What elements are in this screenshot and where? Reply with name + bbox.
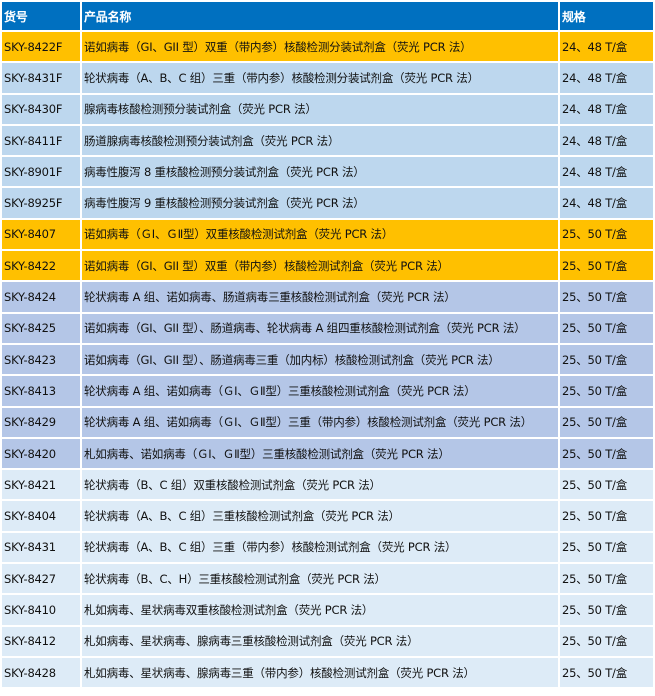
cell-spec: 24、48 T/盒 xyxy=(560,32,653,62)
cell-code: SKY-8901F xyxy=(2,157,80,187)
table-row: SKY-8901F 病毒性腹泻 8 重核酸检测预分装试剂盒（荧光 PCR 法） 24… xyxy=(2,157,653,187)
cell-spec: 24、48 T/盒 xyxy=(560,157,653,187)
cell-code: SKY-8427 xyxy=(2,564,80,594)
cell-code: SKY-8407 xyxy=(2,219,80,250)
cell-spec: 25、50 T/盒 xyxy=(560,376,653,406)
cell-name: 肠道腺病毒核酸检测预分装试剂盒（荧光 PCR 法） xyxy=(82,125,558,156)
table-row: SKY-8428 札如病毒、星状病毒、腺病毒三重（带内参）核酸检测试剂盒（荧光 P… xyxy=(2,657,653,688)
cell-code: SKY-8423 xyxy=(2,344,80,375)
cell-spec: 25、50 T/盒 xyxy=(560,470,653,500)
table-row: SKY-8431 轮状病毒（A、B、C 组）三重（带内参）核酸检测试剂盒（荧光 P… xyxy=(2,532,653,563)
cell-name: 病毒性腹泻 9 重核酸检测预分装试剂盒（荧光 PCR 法） xyxy=(82,188,558,218)
cell-name: 诺如病毒（GI、GII 型）、肠道病毒三重（加内标）核酸检测试剂盒（荧光 PCR… xyxy=(82,344,558,375)
cell-code: SKY-8430F xyxy=(2,94,80,124)
cell-spec: 25、50 T/盒 xyxy=(560,595,653,625)
table-row: SKY-8422 诺如病毒（GI、GII 型）双重（带内参）核酸检测试剂盒（荧光 … xyxy=(2,251,653,281)
cell-spec: 24、48 T/盒 xyxy=(560,63,653,93)
cell-name: 轮状病毒（A、B、C 组）三重（带内参）核酸检测试剂盒（荧光 PCR 法） xyxy=(82,532,558,563)
cell-name: 轮状病毒（B、C 组）双重核酸检测试剂盒（荧光 PCR 法） xyxy=(82,470,558,500)
cell-name: 札如病毒、诺如病毒（ＧⅠ、ＧⅡ型）三重核酸检测试剂盒（荧光 PCR 法） xyxy=(82,438,558,469)
cell-code: SKY-8412 xyxy=(2,626,80,656)
table-row: SKY-8410 札如病毒、星状病毒双重核酸检测试剂盒（荧光 PCR 法） 25、5… xyxy=(2,595,653,625)
cell-name: 轮状病毒（A、B、C 组）三重核酸检测试剂盒（荧光 PCR 法） xyxy=(82,501,558,531)
cell-spec: 25、50 T/盒 xyxy=(560,282,653,312)
cell-name: 札如病毒、星状病毒、腺病毒三重（带内参）核酸检测试剂盒（荧光 PCR 法） xyxy=(82,657,558,688)
table-row: SKY-8424 轮状病毒 A 组、诺如病毒、肠道病毒三重核酸检测试剂盒（荧光 P… xyxy=(2,282,653,312)
table-row: SKY-8411F 肠道腺病毒核酸检测预分装试剂盒（荧光 PCR 法） 24、48 … xyxy=(2,125,653,156)
table-row: SKY-8430F 腺病毒核酸检测预分装试剂盒（荧光 PCR 法） 24、48 T/… xyxy=(2,94,653,124)
cell-name: 病毒性腹泻 8 重核酸检测预分装试剂盒（荧光 PCR 法） xyxy=(82,157,558,187)
cell-spec: 25、50 T/盒 xyxy=(560,564,653,594)
header-spec: 规格 xyxy=(560,2,653,30)
cell-code: SKY-8429 xyxy=(2,407,80,437)
cell-spec: 25、50 T/盒 xyxy=(560,344,653,375)
cell-code: SKY-8410 xyxy=(2,595,80,625)
cell-spec: 25、50 T/盒 xyxy=(560,501,653,531)
cell-spec: 25、50 T/盒 xyxy=(560,251,653,281)
cell-spec: 24、48 T/盒 xyxy=(560,188,653,218)
cell-spec: 24、48 T/盒 xyxy=(560,94,653,124)
cell-code: SKY-8422F xyxy=(2,32,80,62)
cell-spec: 25、50 T/盒 xyxy=(560,438,653,469)
cell-code: SKY-8413 xyxy=(2,376,80,406)
table-row: SKY-8420 札如病毒、诺如病毒（ＧⅠ、ＧⅡ型）三重核酸检测试剂盒（荧光 PC… xyxy=(2,438,653,469)
cell-code: SKY-8404 xyxy=(2,501,80,531)
cell-name: 轮状病毒 A 组、诺如病毒、肠道病毒三重核酸检测试剂盒（荧光 PCR 法） xyxy=(82,282,558,312)
table-row: SKY-8404 轮状病毒（A、B、C 组）三重核酸检测试剂盒（荧光 PCR 法）… xyxy=(2,501,653,531)
cell-name: 诺如病毒（ＧⅠ、ＧⅡ型）双重核酸检测试剂盒（荧光 PCR 法） xyxy=(82,219,558,250)
cell-code: SKY-8425 xyxy=(2,313,80,343)
header-name: 产品名称 xyxy=(82,2,558,30)
table-row: SKY-8429 轮状病毒 A 组、诺如病毒（ＧⅠ、ＧⅡ型）三重（带内参）核酸检测… xyxy=(2,407,653,437)
table-row: SKY-8423 诺如病毒（GI、GII 型）、肠道病毒三重（加内标）核酸检测试剂… xyxy=(2,344,653,375)
cell-name: 诺如病毒（GI、GII 型）双重（带内参）核酸检测分装试剂盒（荧光 PCR 法） xyxy=(82,32,558,62)
cell-name: 诺如病毒（GI、GII 型）、肠道病毒、轮状病毒 A 组四重核酸检测试剂盒（荧光… xyxy=(82,313,558,343)
cell-spec: 24、48 T/盒 xyxy=(560,125,653,156)
table-body: SKY-8422F 诺如病毒（GI、GII 型）双重（带内参）核酸检测分装试剂盒（… xyxy=(2,32,653,688)
cell-code: SKY-8420 xyxy=(2,438,80,469)
cell-name: 腺病毒核酸检测预分装试剂盒（荧光 PCR 法） xyxy=(82,94,558,124)
cell-name: 札如病毒、星状病毒双重核酸检测试剂盒（荧光 PCR 法） xyxy=(82,595,558,625)
table-row: SKY-8413 轮状病毒 A 组、诺如病毒（ＧⅠ、ＧⅡ型）三重核酸检测试剂盒（荧… xyxy=(2,376,653,406)
table-row: SKY-8425 诺如病毒（GI、GII 型）、肠道病毒、轮状病毒 A 组四重核酸… xyxy=(2,313,653,343)
cell-code: SKY-8431F xyxy=(2,63,80,93)
cell-name: 轮状病毒（B、C、H）三重核酸检测试剂盒（荧光 PCR 法） xyxy=(82,564,558,594)
cell-spec: 25、50 T/盒 xyxy=(560,407,653,437)
cell-code: SKY-8428 xyxy=(2,657,80,688)
cell-name: 轮状病毒 A 组、诺如病毒（ＧⅠ、ＧⅡ型）三重（带内参）核酸检测试剂盒（荧光 P… xyxy=(82,407,558,437)
cell-spec: 25、50 T/盒 xyxy=(560,532,653,563)
cell-name: 札如病毒、星状病毒、腺病毒三重核酸检测试剂盒（荧光 PCR 法） xyxy=(82,626,558,656)
cell-code: SKY-8925F xyxy=(2,188,80,218)
cell-spec: 25、50 T/盒 xyxy=(560,626,653,656)
table-row: SKY-8431F 轮状病毒（A、B、C 组）三重（带内参）核酸检测分装试剂盒（荧… xyxy=(2,63,653,93)
cell-code: SKY-8421 xyxy=(2,470,80,500)
cell-name: 诺如病毒（GI、GII 型）双重（带内参）核酸检测试剂盒（荧光 PCR 法） xyxy=(82,251,558,281)
cell-name: 轮状病毒（A、B、C 组）三重（带内参）核酸检测分装试剂盒（荧光 PCR 法） xyxy=(82,63,558,93)
table-row: SKY-8925F 病毒性腹泻 9 重核酸检测预分装试剂盒（荧光 PCR 法） 24… xyxy=(2,188,653,218)
cell-code: SKY-8431 xyxy=(2,532,80,563)
cell-code: SKY-8424 xyxy=(2,282,80,312)
table-row: SKY-8427 轮状病毒（B、C、H）三重核酸检测试剂盒（荧光 PCR 法） 25… xyxy=(2,564,653,594)
cell-spec: 25、50 T/盒 xyxy=(560,313,653,343)
header-code: 货号 xyxy=(2,2,80,30)
cell-spec: 25、50 T/盒 xyxy=(560,219,653,250)
cell-code: SKY-8422 xyxy=(2,251,80,281)
cell-spec: 25、50 T/盒 xyxy=(560,657,653,688)
table-row: SKY-8412 札如病毒、星状病毒、腺病毒三重核酸检测试剂盒（荧光 PCR 法）… xyxy=(2,626,653,656)
cell-code: SKY-8411F xyxy=(2,125,80,156)
table-row: SKY-8407 诺如病毒（ＧⅠ、ＧⅡ型）双重核酸检测试剂盒（荧光 PCR 法） 2… xyxy=(2,219,653,250)
table-row: SKY-8421 轮状病毒（B、C 组）双重核酸检测试剂盒（荧光 PCR 法） 25… xyxy=(2,470,653,500)
header-row: 货号 产品名称 规格 xyxy=(2,2,653,30)
table-row: SKY-8422F 诺如病毒（GI、GII 型）双重（带内参）核酸检测分装试剂盒（… xyxy=(2,32,653,62)
cell-name: 轮状病毒 A 组、诺如病毒（ＧⅠ、ＧⅡ型）三重核酸检测试剂盒（荧光 PCR 法） xyxy=(82,376,558,406)
